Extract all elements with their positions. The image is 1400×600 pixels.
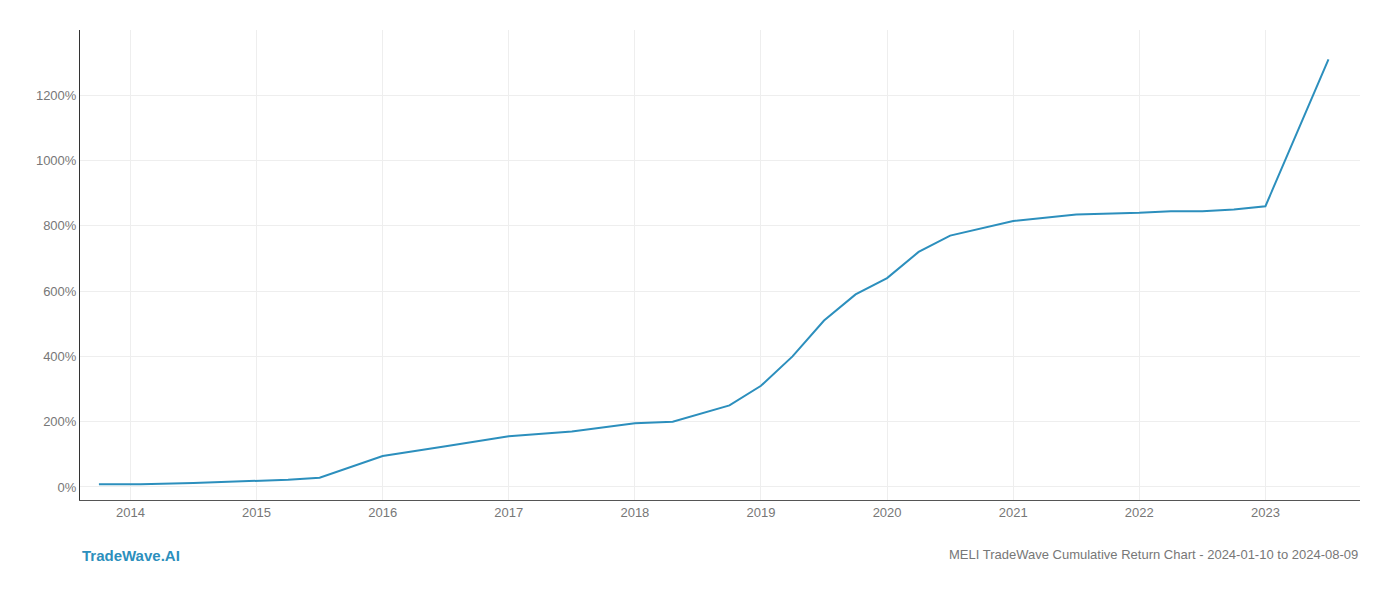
svg-text:MELI TradeWave Cumulative Retu: MELI TradeWave Cumulative Return Chart -… [949,547,1358,562]
svg-text:2014: 2014 [116,505,145,520]
svg-text:2021: 2021 [999,505,1028,520]
svg-text:800%: 800% [43,218,77,233]
svg-text:2022: 2022 [1125,505,1154,520]
svg-text:2023: 2023 [1251,505,1280,520]
svg-text:2018: 2018 [620,505,649,520]
svg-text:1000%: 1000% [36,153,77,168]
svg-text:1200%: 1200% [36,88,77,103]
svg-text:2019: 2019 [747,505,776,520]
svg-text:400%: 400% [43,349,77,364]
svg-text:TradeWave.AI: TradeWave.AI [82,547,180,564]
svg-text:2016: 2016 [368,505,397,520]
svg-text:0%: 0% [58,479,77,494]
svg-text:600%: 600% [43,284,77,299]
svg-text:2020: 2020 [873,505,902,520]
svg-text:2015: 2015 [242,505,271,520]
svg-text:2017: 2017 [494,505,523,520]
svg-text:200%: 200% [43,414,77,429]
